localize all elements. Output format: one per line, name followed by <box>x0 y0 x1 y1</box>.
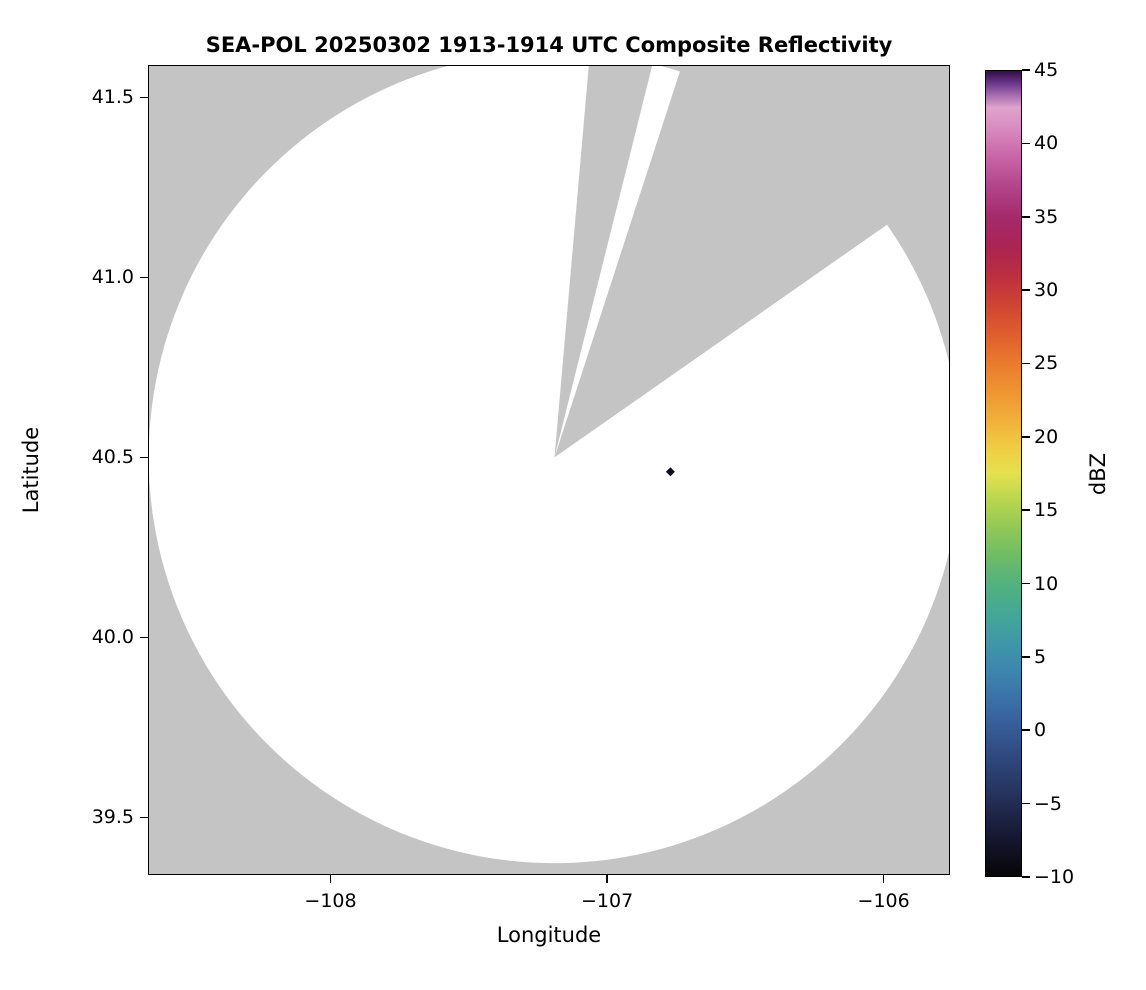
colorbar-tick-label: 10 <box>1034 572 1059 595</box>
plot-area <box>148 65 950 875</box>
colorbar-tick-label: −10 <box>1034 866 1075 888</box>
y-tick-label: 41.0 <box>91 266 134 289</box>
colorbar-tick-mark <box>1022 729 1030 732</box>
x-tick-mark <box>606 875 608 883</box>
colorbar-tick-mark <box>1022 436 1030 438</box>
colorbar-tick-label: 0 <box>1034 719 1047 742</box>
y-tick-label: 40.5 <box>91 446 134 469</box>
colorbar-tick-mark <box>1022 802 1030 805</box>
plot-svg <box>149 66 949 864</box>
colorbar-tick-label: 20 <box>1034 425 1059 448</box>
colorbar-tick-label: 45 <box>1034 59 1059 81</box>
colorbar-gradient <box>986 71 1021 876</box>
x-tick-mark <box>882 875 885 883</box>
y-tick-mark <box>140 636 148 639</box>
colorbar-tick-label: 5 <box>1034 645 1047 668</box>
x-tick-label: −107 <box>580 890 634 912</box>
chart-title: SEA-POL 20250302 1913-1914 UTC Composite… <box>205 33 893 57</box>
colorbar-tick-label: 30 <box>1034 279 1059 302</box>
y-tick-mark <box>140 96 148 99</box>
colorbar-tick-mark <box>1022 509 1030 511</box>
x-tick-label: −106 <box>857 890 910 912</box>
y-tick-mark <box>140 276 148 279</box>
colorbar-tick-mark <box>1022 656 1030 658</box>
colorbar-tick-mark <box>1022 876 1030 878</box>
x-tick-mark <box>329 875 332 883</box>
y-tick-label: 41.5 <box>91 86 134 109</box>
y-tick-label: 39.5 <box>91 806 134 829</box>
colorbar-tick-label: −5 <box>1034 792 1063 815</box>
colorbar-tick-mark <box>1022 142 1030 145</box>
colorbar-tick-mark <box>1022 215 1030 218</box>
y-tick-mark <box>140 456 148 459</box>
colorbar-tick-label: 25 <box>1034 352 1059 375</box>
colorbar-tick-mark <box>1022 582 1030 585</box>
colorbar-tick-label: 15 <box>1034 499 1059 522</box>
colorbar-tick-label: 40 <box>1034 132 1059 155</box>
y-tick-mark <box>140 816 148 819</box>
y-tick-label: 40.0 <box>91 626 134 649</box>
colorbar <box>985 70 1022 877</box>
y-axis-label: Latitude <box>19 426 43 514</box>
x-axis-label: Longitude <box>496 923 602 947</box>
radar-coverage-area <box>149 66 949 864</box>
colorbar-tick-mark <box>1022 69 1030 71</box>
colorbar-tick-label: 35 <box>1034 205 1059 228</box>
x-tick-label: −108 <box>304 890 357 912</box>
colorbar-tick-mark <box>1022 289 1030 291</box>
colorbar-tick-mark <box>1022 362 1030 365</box>
